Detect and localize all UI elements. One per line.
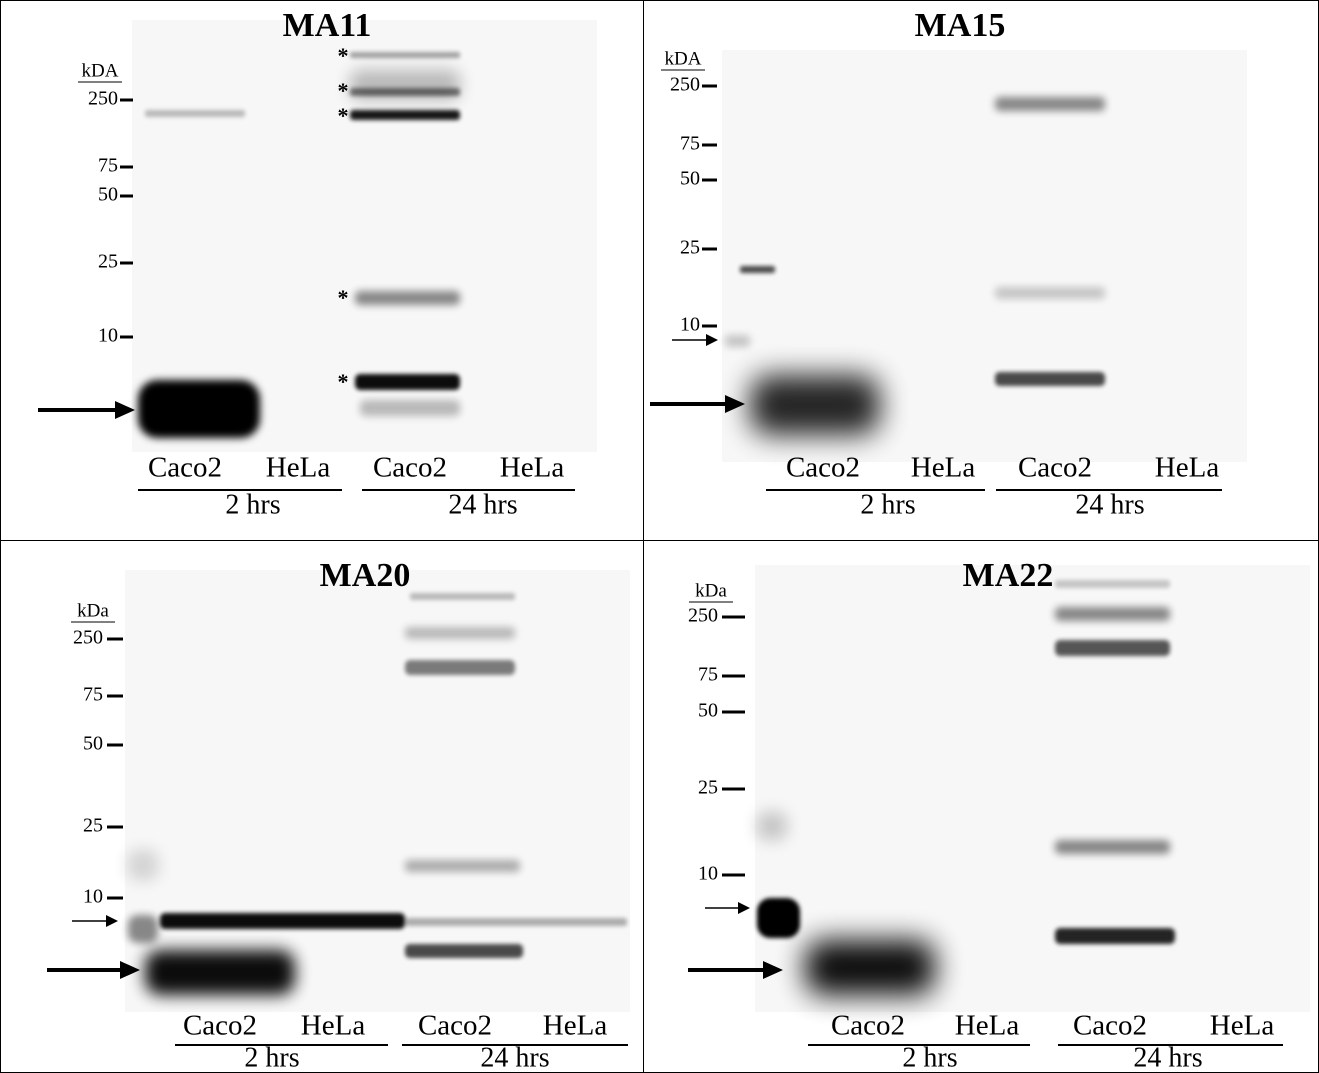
band	[145, 950, 295, 995]
lane-label: Caco2	[831, 1010, 905, 1042]
group-label: 2 hrs	[244, 1042, 299, 1073]
marker-label: 25	[83, 815, 103, 837]
unit-label: kDA	[82, 60, 119, 81]
band	[1055, 840, 1170, 854]
lane-label: Caco2	[373, 452, 447, 484]
marker-label: 50	[680, 168, 700, 190]
band	[1055, 928, 1175, 944]
band	[1055, 640, 1170, 656]
marker-label: 10	[98, 325, 118, 347]
marker-label: 10	[698, 863, 718, 885]
band	[145, 110, 245, 117]
band	[355, 291, 460, 305]
band	[805, 940, 935, 995]
marker-label: 250	[88, 88, 118, 110]
unit-label: kDa	[695, 580, 727, 601]
band	[160, 913, 405, 929]
band	[350, 110, 460, 120]
marker-label: 10	[83, 886, 103, 908]
lane-label: Caco2	[183, 1010, 257, 1042]
group-label: 2 hrs	[225, 489, 280, 520]
panel-title: MA15	[915, 7, 1006, 44]
asterisk: *	[338, 369, 349, 394]
band	[995, 287, 1105, 299]
band	[995, 97, 1105, 111]
group-label: 24 hrs	[1133, 1042, 1202, 1073]
blot-background	[125, 570, 630, 1012]
page: MA11kDA25075502510Caco2HeLaCaco2HeLa2 hr…	[0, 0, 1319, 1073]
band	[405, 944, 523, 958]
band	[138, 380, 260, 438]
band	[128, 850, 158, 880]
lane-label: HeLa	[266, 452, 331, 484]
lane-label: HeLa	[911, 452, 976, 484]
lane-label: Caco2	[1018, 452, 1092, 484]
marker-label: 75	[98, 155, 118, 177]
band	[750, 375, 880, 435]
marker-label: 50	[98, 184, 118, 206]
band	[350, 52, 460, 58]
unit-label: kDA	[665, 48, 702, 69]
marker-label: 75	[83, 684, 103, 706]
panel-title: MA20	[320, 557, 411, 594]
group-label: 2 hrs	[902, 1042, 957, 1073]
marker-label: 75	[680, 133, 700, 155]
asterisk: *	[338, 43, 349, 68]
lane-label: HeLa	[500, 452, 565, 484]
group-label: 2 hrs	[860, 489, 915, 520]
band	[1055, 607, 1170, 621]
marker-label: 250	[670, 74, 700, 96]
group-label: 24 hrs	[480, 1042, 549, 1073]
lane-label: Caco2	[418, 1010, 492, 1042]
band	[405, 627, 515, 639]
band	[128, 915, 158, 943]
band	[740, 266, 775, 273]
marker-label: 250	[73, 627, 103, 649]
panel-title: MA22	[963, 557, 1054, 594]
band	[405, 860, 520, 872]
lane-label: Caco2	[786, 452, 860, 484]
band	[757, 898, 800, 938]
unit-label: kDa	[77, 600, 109, 621]
band	[757, 812, 787, 840]
figure: MA11kDA25075502510Caco2HeLaCaco2HeLa2 hr…	[0, 0, 1319, 1073]
band	[410, 593, 515, 600]
band	[1055, 580, 1170, 588]
band	[360, 400, 460, 416]
asterisk: *	[338, 103, 349, 128]
marker-label: 25	[698, 777, 718, 799]
band	[995, 372, 1105, 386]
band	[405, 918, 627, 926]
marker-label: 75	[698, 664, 718, 686]
lane-label: HeLa	[1155, 452, 1220, 484]
lane-label: HeLa	[543, 1010, 608, 1042]
group-label: 24 hrs	[1075, 489, 1144, 520]
lane-label: HeLa	[1210, 1010, 1275, 1042]
asterisk: *	[338, 285, 349, 310]
panel-title: MA11	[283, 7, 372, 44]
group-label: 24 hrs	[448, 489, 517, 520]
band	[405, 660, 515, 675]
lane-label: Caco2	[1073, 1010, 1147, 1042]
marker-label: 50	[83, 733, 103, 755]
asterisk: *	[338, 78, 349, 103]
lane-label: HeLa	[301, 1010, 366, 1042]
band	[355, 374, 460, 390]
marker-label: 50	[698, 700, 718, 722]
marker-label: 25	[680, 237, 700, 259]
band	[725, 335, 750, 347]
lane-label: HeLa	[955, 1010, 1020, 1042]
marker-label: 250	[688, 605, 718, 627]
marker-label: 10	[680, 314, 700, 336]
lane-label: Caco2	[148, 452, 222, 484]
marker-label: 25	[98, 251, 118, 273]
band	[350, 88, 460, 96]
